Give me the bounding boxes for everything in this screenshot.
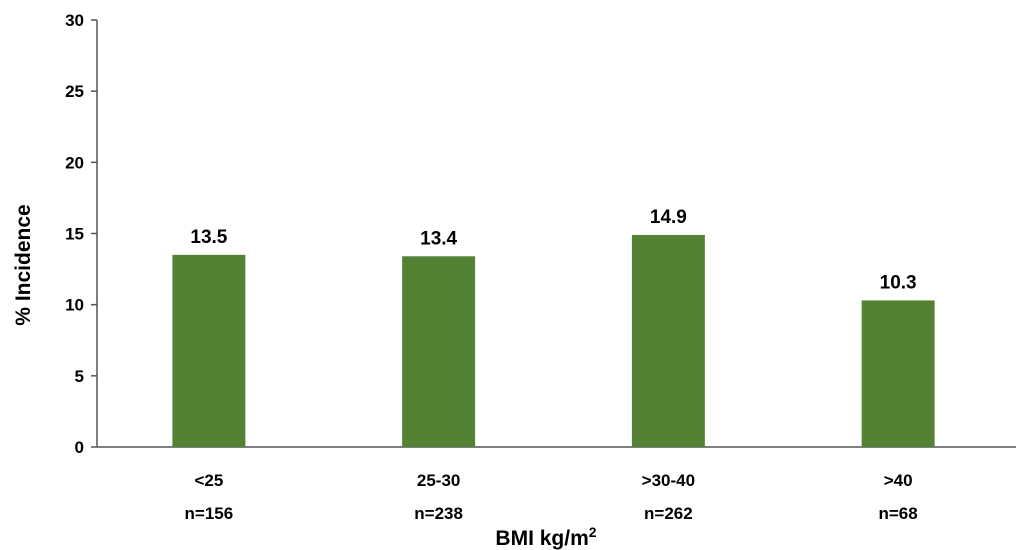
- x-tick-label: <25: [194, 471, 223, 490]
- x-tick-sample-size: n=262: [644, 504, 693, 523]
- bar: [861, 300, 935, 447]
- x-tick-sample-size: n=238: [414, 504, 463, 523]
- x-tick-sample-size: n=156: [185, 504, 234, 523]
- x-axis-title-superscript: 2: [589, 524, 597, 540]
- data-labels: 13.5 13.4 14.9 10.3: [190, 207, 916, 293]
- data-label: 13.5: [190, 227, 227, 248]
- y-axis-title: % Incidence: [12, 204, 35, 325]
- y-tick-label: 5: [75, 367, 84, 386]
- data-label: 10.3: [880, 272, 917, 293]
- y-axis: 0 5 10 15 20 25 30: [65, 11, 98, 457]
- data-label: 14.9: [650, 207, 687, 228]
- y-tick-label: 20: [65, 153, 84, 172]
- y-tick-label: 30: [65, 11, 84, 30]
- y-tick-label: 15: [65, 225, 84, 244]
- category-labels: <25 n=156 25-30 n=238 >30-40 n=262 >40 n=68: [185, 471, 918, 523]
- bar: [631, 234, 705, 447]
- y-tick-label: 0: [75, 438, 84, 457]
- bar-series: [172, 234, 935, 447]
- x-tick-sample-size: n=68: [879, 504, 918, 523]
- bar: [172, 254, 246, 447]
- y-tick-label: 25: [65, 82, 84, 101]
- x-tick-label: >30-40: [642, 471, 695, 490]
- y-tick-label: 10: [65, 296, 84, 315]
- x-tick-label: 25-30: [417, 471, 460, 490]
- data-label: 13.4: [420, 228, 457, 249]
- bar: [402, 256, 476, 447]
- x-axis-title: BMI kg/m2: [495, 524, 596, 550]
- x-tick-label: >40: [884, 471, 913, 490]
- x-axis-title-text: BMI kg/m: [495, 527, 588, 550]
